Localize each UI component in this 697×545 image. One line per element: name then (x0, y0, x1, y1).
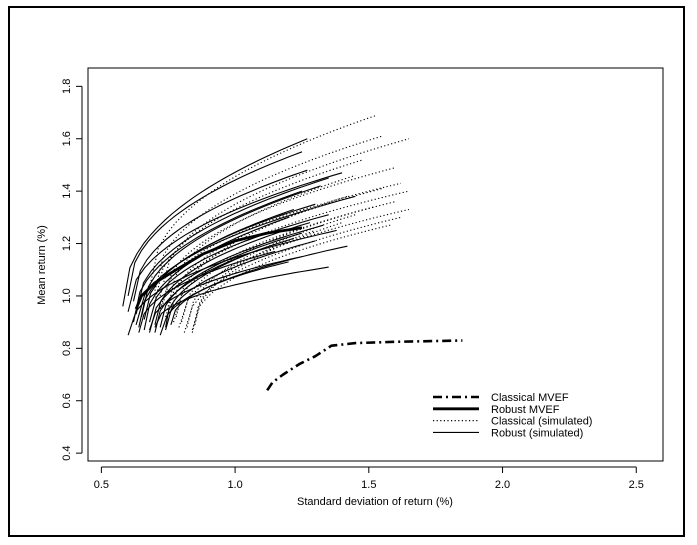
robust-simulated-curve (138, 208, 295, 328)
x-axis-label: Standard deviation of return (%) (297, 496, 453, 508)
y-tick-label: 1.8 (61, 79, 73, 94)
legend-label: Robust (simulated) (491, 427, 583, 439)
robust-simulated-curve (154, 266, 329, 328)
classical-simulated-curve (165, 190, 410, 318)
classical-simulated-curve (194, 229, 316, 325)
robust-simulated-curve (165, 240, 316, 331)
plot-box (87, 67, 664, 462)
classical-simulated-curve (186, 214, 356, 328)
y-tick-label: 0.6 (61, 393, 73, 408)
robust-simulated-curve (132, 190, 303, 323)
classical-mvef-line (266, 339, 463, 392)
robust-simulated-curve (170, 261, 289, 325)
curves-layer (122, 114, 463, 392)
robust-simulated-curve (148, 256, 303, 331)
x-axis: 0.5 1.0 1.5 2.0 2.5 (94, 466, 644, 491)
robust-simulated-curve (148, 214, 329, 323)
robust-simulated-curve (148, 224, 324, 333)
classical-simulated-curve (159, 138, 410, 297)
robust-simulated-curve (159, 232, 303, 328)
x-tick-label: 2.5 (629, 479, 644, 491)
x-tick-label: 0.5 (94, 479, 109, 491)
figure-frame (8, 6, 685, 537)
x-tick-label: 1.0 (227, 479, 242, 491)
legend-label: Classical MVEF (491, 392, 569, 404)
classical-simulated-curve (154, 159, 364, 302)
y-axis-label: Mean return (%) (36, 225, 48, 304)
classical-simulated-curve (167, 174, 356, 307)
robust-simulated-curve (127, 172, 343, 312)
y-tick-label: 1.2 (61, 236, 73, 251)
robust-simulated-curve (122, 138, 308, 307)
robust-simulated-curve (135, 177, 329, 315)
robust-mvef-line (134, 226, 303, 310)
y-tick-label: 1.6 (61, 131, 73, 146)
robust-simulated-curve (132, 169, 308, 302)
y-tick-label: 0.4 (61, 445, 73, 460)
y-tick-label: 1.4 (61, 183, 73, 198)
robust-simulated-curve (127, 229, 337, 336)
robust-simulated-curve (127, 151, 303, 297)
y-tick-label: 1.0 (61, 288, 73, 303)
classical-simulated-curve (175, 195, 348, 318)
robust-simulated-curve (154, 237, 295, 333)
x-tick-label: 1.5 (361, 479, 376, 491)
y-axis: 0.4 0.6 0.8 1.0 1.2 1.4 1.6 1.8 (61, 79, 83, 461)
robust-simulated-curve (140, 185, 321, 318)
legend-label: Classical (simulated) (491, 416, 592, 428)
legend-label: Robust MVEF (491, 404, 560, 416)
classical-simulated-curve (191, 222, 343, 333)
y-tick-label: 0.8 (61, 341, 73, 356)
x-tick-label: 2.0 (495, 479, 510, 491)
